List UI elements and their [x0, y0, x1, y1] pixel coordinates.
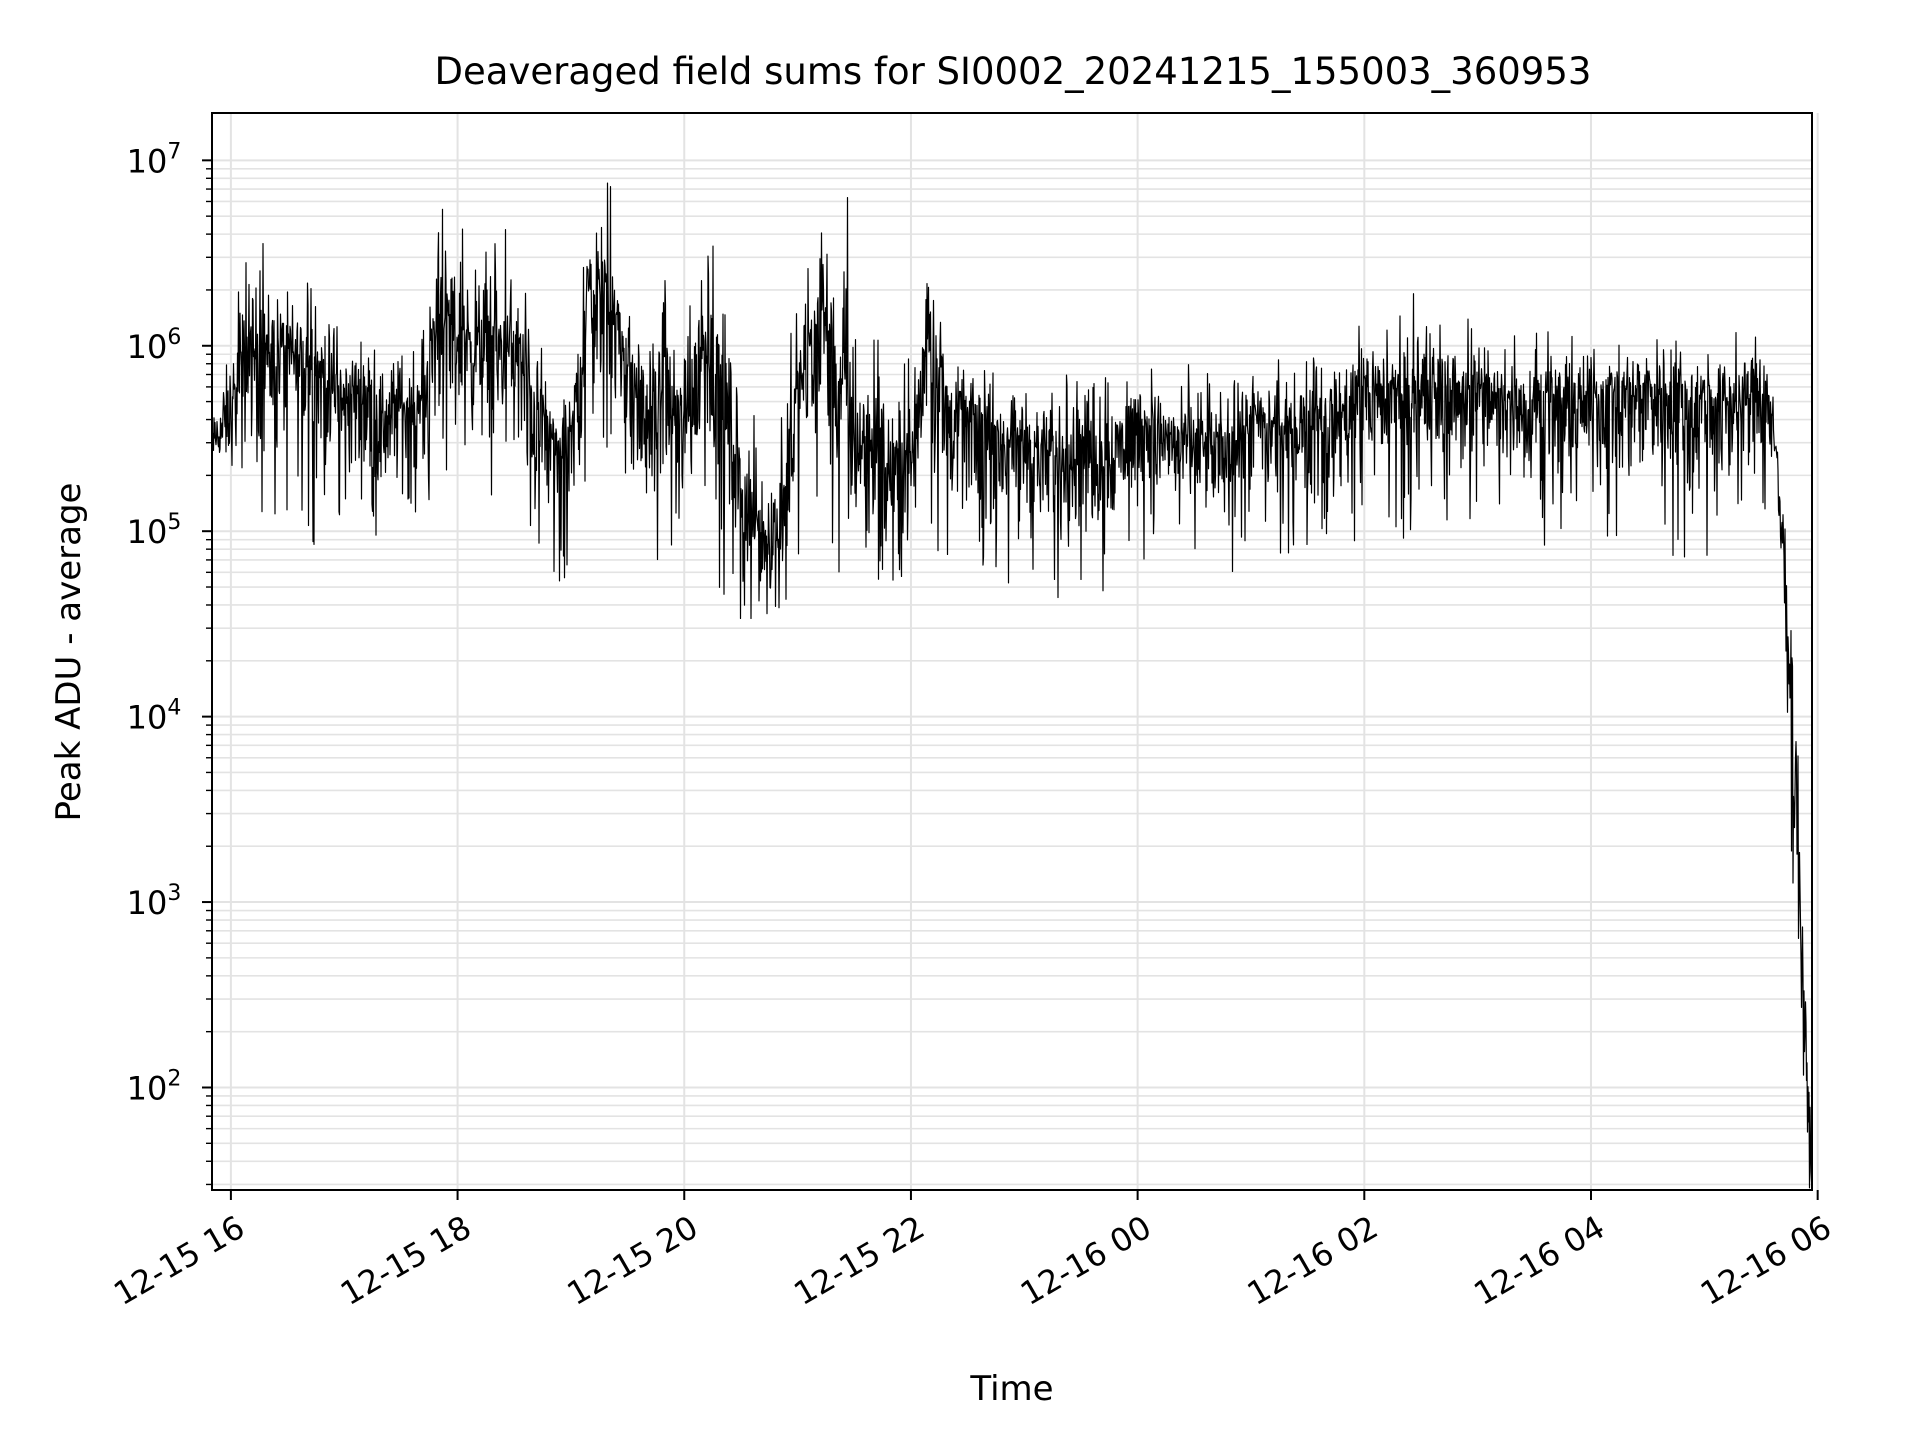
x-axis-label: Time — [969, 1369, 1053, 1409]
chart-title: Deaveraged field sums for SI0002_2024121… — [435, 50, 1592, 93]
y-tick-label: 103 — [127, 881, 182, 922]
plot-frame — [211, 112, 1813, 1191]
y-tick-label: 105 — [127, 510, 182, 551]
y-tick-label: 106 — [127, 325, 182, 366]
y-tick-label: 102 — [127, 1066, 182, 1107]
series-line — [211, 182, 1813, 1191]
y-tick-label: 104 — [127, 696, 182, 737]
y-axis-label: Peak ADU - average — [49, 483, 89, 822]
series-trace — [211, 182, 1813, 1191]
y-tick-label: 107 — [127, 139, 182, 180]
